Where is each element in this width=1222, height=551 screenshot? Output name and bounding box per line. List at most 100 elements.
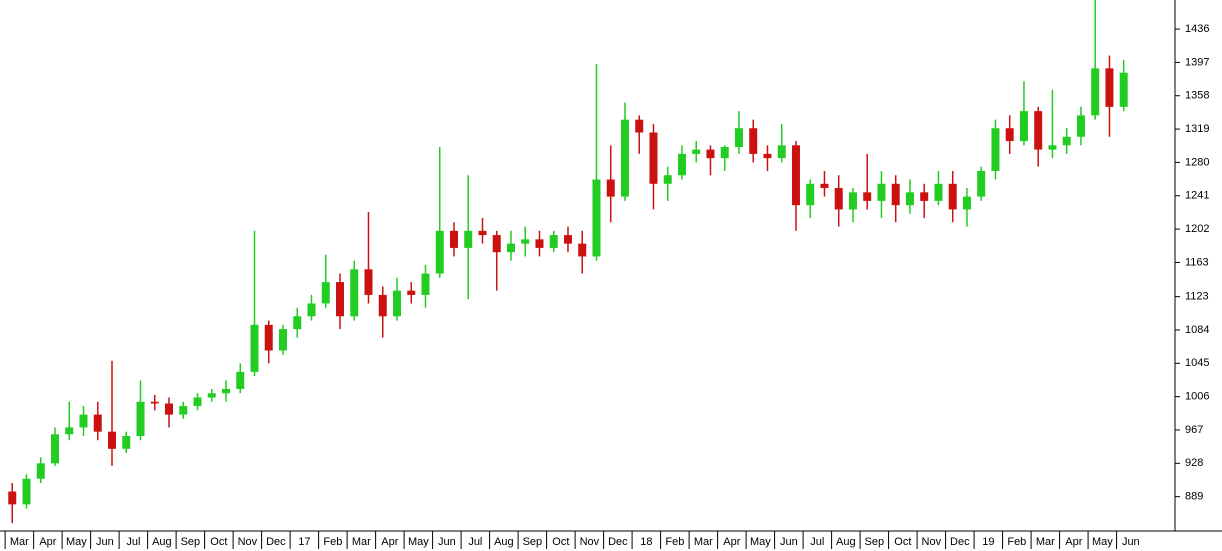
x-tick-label: 18 (640, 536, 652, 548)
candle-body (79, 414, 88, 428)
candle-body (706, 149, 715, 159)
candle-body (777, 145, 786, 159)
candle-body (136, 401, 145, 436)
x-tick-label: Jun (96, 536, 114, 548)
x-tick-label: 19 (982, 536, 994, 548)
candle-body (207, 393, 216, 398)
candle-body (307, 303, 316, 317)
candle-body (606, 179, 615, 197)
x-tick-label: Oct (552, 536, 569, 548)
candle-body (1005, 128, 1014, 142)
candle-body (407, 290, 416, 295)
candle-body (763, 153, 772, 159)
candle-body (962, 196, 971, 210)
x-tick-label: Apr (381, 536, 398, 548)
candle-body (820, 183, 829, 189)
candle-body (236, 371, 245, 389)
x-tick-label: Apr (1065, 536, 1082, 548)
y-tick-label: 1397 (1185, 56, 1209, 68)
candle-body (179, 406, 188, 415)
x-tick-label: Feb (323, 536, 342, 548)
x-tick-label: Jul (126, 536, 140, 548)
x-tick-label: Sep (865, 536, 885, 548)
candle-body (1034, 111, 1043, 150)
y-tick-label: 1319 (1185, 123, 1209, 135)
candle-body (649, 132, 658, 184)
y-tick-label: 1280 (1185, 156, 1209, 168)
x-tick-label: Nov (238, 536, 258, 548)
candle-body (1076, 115, 1085, 137)
candle-body (93, 414, 102, 432)
candle-body (107, 431, 116, 449)
y-tick-label: 1436 (1185, 23, 1209, 35)
candle-body (8, 491, 17, 505)
candle-body (478, 230, 487, 236)
candle-body (264, 324, 273, 351)
y-tick-label: 1163 (1185, 256, 1209, 268)
candle-body (350, 269, 359, 317)
x-tick-label: May (750, 536, 771, 548)
candle-body (720, 147, 729, 159)
candle-body (734, 128, 743, 148)
candle-body (677, 153, 686, 176)
y-tick-label: 967 (1185, 424, 1203, 436)
x-tick-label: Mar (694, 536, 713, 548)
x-tick-label: 17 (298, 536, 310, 548)
x-tick-label: Dec (608, 536, 628, 548)
candle-body (122, 435, 131, 449)
y-tick-label: 1084 (1185, 324, 1209, 336)
candle-body (506, 243, 515, 253)
candle-body (891, 183, 900, 206)
candle-body (977, 170, 986, 197)
candle-body (549, 235, 558, 248)
x-tick-label: May (66, 536, 87, 548)
candle-body (65, 427, 74, 435)
candle-body (278, 329, 287, 351)
candle-body (51, 434, 60, 464)
y-tick-label: 1241 (1185, 190, 1209, 202)
x-tick-label: Sep (181, 536, 201, 548)
y-tick-label: 1123 (1185, 291, 1209, 303)
x-tick-label: Feb (1007, 536, 1026, 548)
candle-body (834, 188, 843, 210)
candle-body (692, 149, 701, 154)
x-tick-label: Jul (810, 536, 824, 548)
candle-body (948, 183, 957, 210)
x-tick-label: Jun (438, 536, 456, 548)
x-tick-label: Aug (494, 536, 514, 548)
candle-body (1019, 111, 1028, 142)
y-tick-label: 928 (1185, 457, 1203, 469)
candle-body (663, 175, 672, 184)
candle-body (193, 397, 202, 407)
candle-body (435, 230, 444, 274)
y-tick-label: 1358 (1185, 90, 1209, 102)
x-tick-label: Oct (894, 536, 911, 548)
candle-body (164, 403, 173, 415)
candle-body (250, 324, 259, 372)
candle-body (335, 282, 344, 317)
candle-body (22, 478, 31, 505)
x-tick-label: Feb (665, 536, 684, 548)
candle-body (150, 401, 159, 404)
x-tick-label: Nov (922, 536, 942, 548)
x-tick-label: Dec (950, 536, 970, 548)
x-tick-label: Mar (10, 536, 29, 548)
candle-body (877, 183, 886, 201)
candle-body (920, 192, 929, 201)
x-tick-label: Dec (266, 536, 286, 548)
y-tick-label: 889 (1185, 491, 1203, 503)
candle-body (535, 239, 544, 248)
y-tick-label: 1202 (1185, 223, 1209, 235)
candle-body (806, 183, 815, 206)
candle-body (293, 316, 302, 330)
candle-body (1119, 72, 1128, 107)
candle-body (1091, 68, 1100, 116)
candle-body (934, 183, 943, 201)
candle-body (563, 235, 572, 244)
candle-body (905, 192, 914, 206)
x-tick-label: May (1092, 536, 1113, 548)
x-tick-label: Apr (39, 536, 56, 548)
x-tick-label: May (408, 536, 429, 548)
x-tick-label: Oct (210, 536, 227, 548)
